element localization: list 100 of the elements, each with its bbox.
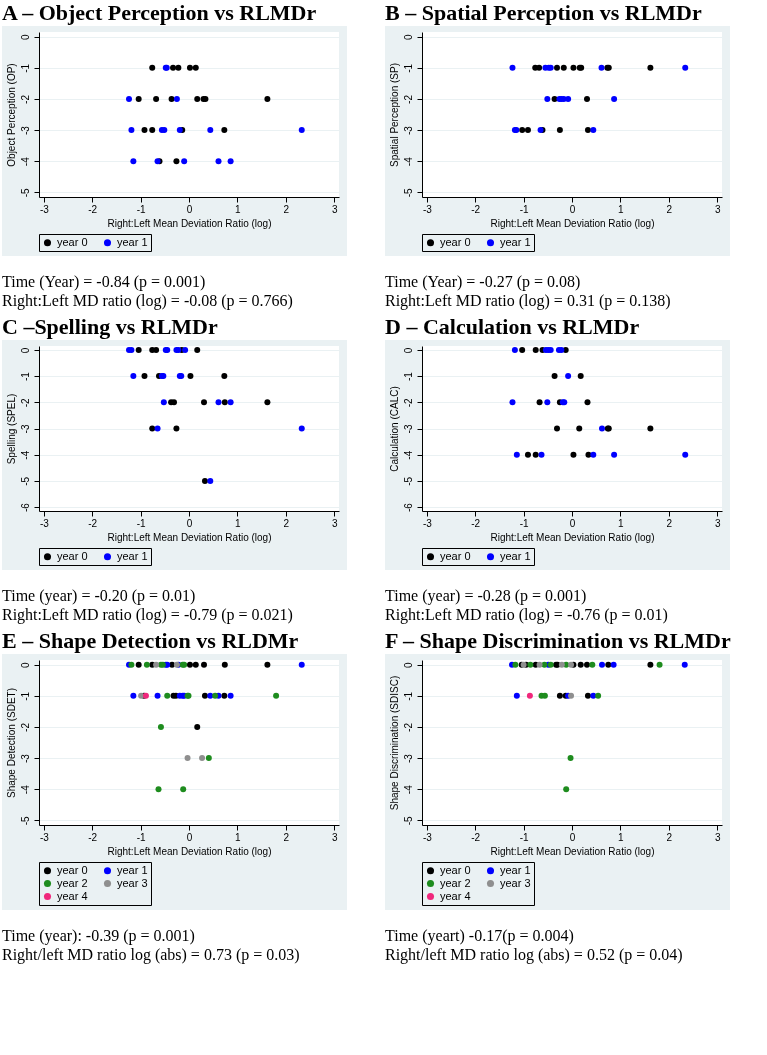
x-tick-label: -2 [88,203,98,215]
legend-label: year 0 [57,549,88,562]
x-tick-label: 2 [666,203,673,215]
legend-label: year 0 [57,235,88,248]
x-tick-label: -1 [519,517,529,529]
x-axis-title: Right:Left Mean Deviation Ratio (log) [490,845,655,857]
y-axis-title: Shape Detection (SDET) [5,687,17,799]
x-tick-label: 0 [186,517,193,529]
y-tick-label: -1 [402,63,414,73]
y-tick-label: -3 [19,424,31,434]
legend-label: year 3 [117,876,148,889]
x-tick-label: 0 [569,831,576,843]
y-tick-label: -5 [19,187,31,198]
legend-label: year 1 [500,235,531,248]
text: Time (Year) = -0.84 (p = 0.001) [2,272,207,291]
y-tick-label: -4 [19,784,31,795]
y-axis-title: Object Perception (OP) [5,63,17,167]
legend-label: year 3 [500,876,531,889]
x-tick-label: 0 [186,203,193,215]
x-tick-label: 0 [569,517,576,529]
legend-label: year 1 [117,235,148,248]
x-tick-label: 2 [283,831,290,843]
y-tick-label: -5 [402,476,414,486]
x-tick-label: 1 [618,203,625,215]
chart-title: F – Shape Discrimination vs RLMDr [385,628,732,654]
x-axis-title: Right:Left Mean Deviation Ratio (log) [107,217,272,229]
x-tick-label: 3 [714,517,721,529]
x-tick-label: -3 [39,203,50,215]
x-tick-label: 3 [331,831,338,843]
y-tick-label: -6 [402,502,414,513]
text: Right/left MD ratio log (abs) = 0.73 (p = 0.03) [2,945,301,964]
text: Right:Left MD ratio (log) = -0.08 (p = 0.766) [2,291,294,310]
legend-label: year 4 [440,889,471,902]
y-tick-label: -3 [19,753,31,764]
y-tick-label: 0 [402,661,414,668]
y-tick-label: -4 [402,156,414,167]
text: Right/left MD ratio log (abs) = 0.52 (p = 0.04) [385,945,684,964]
x-tick-label: -1 [519,831,529,843]
y-tick-label: 0 [402,347,414,354]
legend-label: year 1 [500,863,531,876]
y-tick-label: -2 [402,722,414,732]
y-tick-label: 0 [19,347,31,354]
x-tick-label: 2 [666,831,673,843]
y-tick-label: -5 [19,815,31,826]
text: Time (year): -0.39 (p = 0.001) [2,926,196,945]
x-tick-label: -1 [136,517,146,529]
chart-title: E – Shape Detection vs RLDMr [2,628,300,654]
y-tick-label: -5 [19,476,31,486]
legend-label: year 0 [57,863,88,876]
y-tick-label: -6 [19,502,31,513]
legend-label: year 2 [57,876,88,889]
legend-label: year 4 [57,889,88,902]
x-tick-label: -2 [471,517,481,529]
x-axis-title: Right:Left Mean Deviation Ratio (log) [107,531,272,543]
text: Time (yeart) -0.17(p = 0.004) [385,926,575,945]
y-tick-label: -4 [402,784,414,795]
legend-label: year 1 [117,863,148,876]
y-tick-label: -2 [402,94,414,104]
y-tick-label: -2 [19,722,31,732]
y-tick-label: -1 [19,691,31,701]
y-tick-label: -3 [19,125,31,136]
x-tick-label: -1 [519,203,529,215]
y-tick-label: -2 [402,397,414,408]
x-tick-label: 1 [235,203,242,215]
x-tick-label: -2 [88,517,98,529]
y-tick-label: -1 [402,691,414,701]
x-tick-label: 3 [714,203,721,215]
y-tick-label: -5 [402,187,414,198]
x-tick-label: -2 [471,203,481,215]
x-tick-label: 3 [331,203,338,215]
y-tick-label: 0 [402,33,414,40]
x-tick-label: 1 [618,831,625,843]
y-tick-label: -1 [19,63,31,73]
x-tick-label: 1 [618,517,625,529]
x-tick-label: -1 [136,203,146,215]
y-tick-label: -4 [402,450,414,460]
chart-title: B – Spatial Perception vs RLMDr [385,0,703,26]
y-tick-label: -4 [19,156,31,167]
y-tick-label: -1 [402,371,414,382]
y-axis-title: Shape Discrimination (SDISC) [388,675,400,811]
x-tick-label: 3 [331,517,338,529]
x-tick-label: 3 [714,831,721,843]
x-tick-label: -3 [39,831,50,843]
x-axis-title: Right:Left Mean Deviation Ratio (log) [107,845,272,857]
chart-title: A – Object Perception vs RLMDr [2,0,318,26]
text: Right:Left MD ratio (log) = -0.79 (p = 0.021) [2,605,294,624]
y-tick-label: -5 [402,815,414,826]
text: Time (year) = -0.28 (p = 0.001) [385,586,588,605]
x-tick-label: 1 [235,517,242,529]
y-axis-title: Spelling (SPEL) [5,393,17,465]
chart-title: D – Calculation vs RLMDr [385,314,641,340]
y-tick-label: -4 [19,450,31,460]
x-tick-label: 1 [235,831,242,843]
x-axis-title: Right:Left Mean Deviation Ratio (log) [490,531,655,543]
x-tick-label: -2 [88,831,98,843]
y-axis-title: Calculation (CALC) [388,386,400,472]
x-tick-label: 2 [283,517,290,529]
legend-label: year 0 [440,863,471,876]
y-tick-label: -3 [402,424,414,434]
y-tick-label: -3 [402,125,414,136]
